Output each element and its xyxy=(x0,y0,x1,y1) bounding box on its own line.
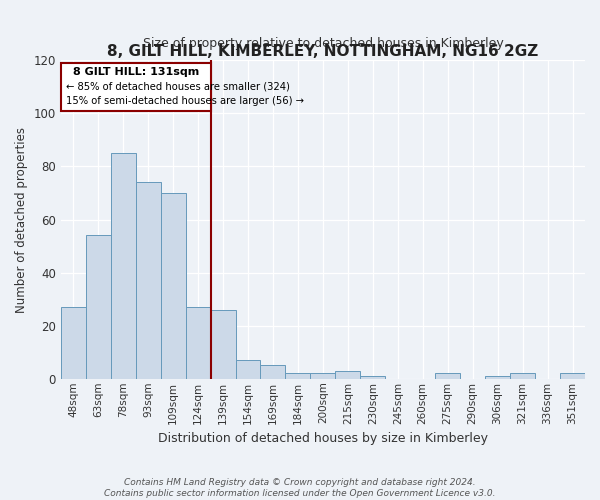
Bar xyxy=(161,193,185,379)
FancyBboxPatch shape xyxy=(61,63,211,110)
Bar xyxy=(510,374,535,379)
Text: 8 GILT HILL: 131sqm: 8 GILT HILL: 131sqm xyxy=(73,67,199,77)
Bar xyxy=(435,374,460,379)
Text: Size of property relative to detached houses in Kimberley: Size of property relative to detached ho… xyxy=(143,37,503,50)
Y-axis label: Number of detached properties: Number of detached properties xyxy=(15,126,28,312)
Bar xyxy=(136,182,161,379)
Bar xyxy=(236,360,260,379)
Bar xyxy=(111,153,136,379)
Text: ← 85% of detached houses are smaller (324): ← 85% of detached houses are smaller (32… xyxy=(66,82,290,92)
Bar xyxy=(211,310,236,379)
X-axis label: Distribution of detached houses by size in Kimberley: Distribution of detached houses by size … xyxy=(158,432,488,445)
Bar xyxy=(310,374,335,379)
Bar xyxy=(560,374,585,379)
Bar xyxy=(86,236,111,379)
Bar xyxy=(61,307,86,379)
Bar xyxy=(260,366,286,379)
Bar xyxy=(361,376,385,379)
Bar xyxy=(335,371,361,379)
Title: 8, GILT HILL, KIMBERLEY, NOTTINGHAM, NG16 2GZ: 8, GILT HILL, KIMBERLEY, NOTTINGHAM, NG1… xyxy=(107,44,539,59)
Bar xyxy=(485,376,510,379)
Text: Contains HM Land Registry data © Crown copyright and database right 2024.
Contai: Contains HM Land Registry data © Crown c… xyxy=(104,478,496,498)
Text: 15% of semi-detached houses are larger (56) →: 15% of semi-detached houses are larger (… xyxy=(66,96,304,106)
Bar xyxy=(185,307,211,379)
Bar xyxy=(286,374,310,379)
